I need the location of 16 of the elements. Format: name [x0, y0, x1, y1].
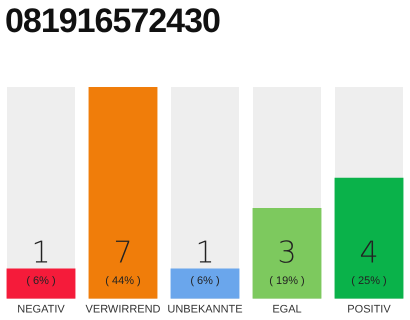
- x-tick-label: UNBEKANNTE: [167, 303, 243, 316]
- x-tick-label: POSITIV: [347, 303, 392, 316]
- chart-title: 081916572430: [5, 2, 220, 41]
- annotation: ( 6% ): [190, 274, 220, 287]
- annotation: ( 19% ): [269, 274, 305, 287]
- data-label: 1: [31, 236, 51, 271]
- annotation: ( 25% ): [351, 274, 387, 287]
- data-label: 4: [359, 236, 379, 271]
- x-tick-label: EGAL: [272, 303, 302, 316]
- data-label: 7: [113, 236, 133, 271]
- annotation: ( 44% ): [105, 274, 141, 287]
- x-tick-label: VERWIRREND: [86, 303, 161, 316]
- x-tick-label: NEGATIV: [17, 303, 66, 316]
- annotation: ( 6% ): [26, 274, 56, 287]
- data-label: 3: [277, 236, 297, 271]
- data-label: 1: [195, 236, 215, 271]
